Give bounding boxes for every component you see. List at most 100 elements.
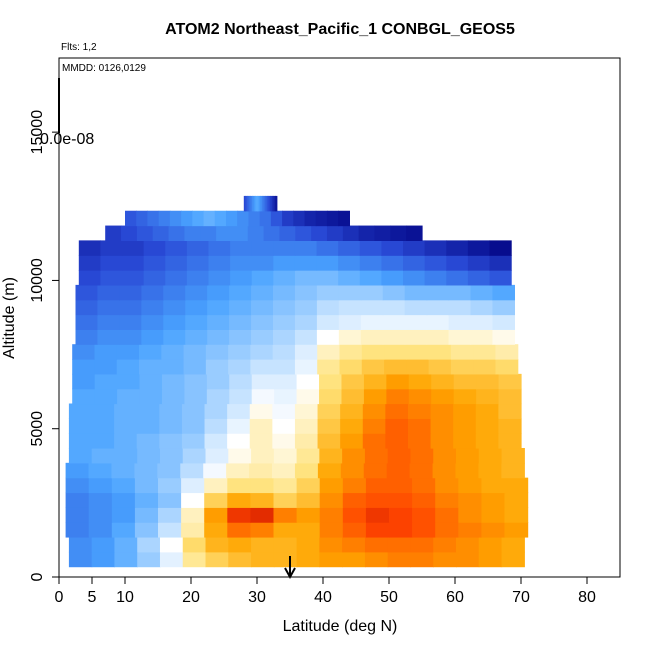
heatmap-cell (360, 314, 384, 330)
heatmap-cell (448, 314, 472, 330)
heatmap-cell (361, 344, 385, 360)
heatmap-cell (91, 551, 116, 568)
heatmap-cell (273, 284, 296, 301)
heatmap-cell (410, 551, 434, 568)
heatmap-cell (249, 418, 273, 434)
heatmap-cell (364, 447, 389, 464)
heatmap-cell (141, 299, 164, 316)
heatmap-cell (342, 225, 360, 241)
heatmap-cell (91, 447, 116, 464)
heatmap-cell (363, 462, 388, 479)
heatmap-cell (68, 418, 93, 434)
heatmap-cell (319, 447, 343, 464)
heatmap-cell (157, 462, 181, 479)
heatmap-cell (250, 359, 274, 375)
heatmap-cell (338, 314, 362, 330)
heatmap-cell (227, 403, 251, 419)
heatmap-cell (473, 359, 497, 375)
heatmap-cell (97, 284, 120, 301)
heatmap-cell (296, 388, 320, 405)
heatmap-cell (161, 388, 185, 405)
heatmap-cell (273, 314, 296, 330)
heatmap-cell (431, 373, 455, 390)
heatmap-cell (342, 492, 367, 508)
heatmap-cell (389, 492, 413, 508)
heatmap-cell (385, 418, 409, 434)
heatmap-cell (358, 225, 376, 241)
heatmap-cell (408, 373, 432, 390)
heatmap-cell (359, 240, 383, 256)
heatmap-cell (481, 507, 506, 523)
heatmap-cell (296, 373, 320, 390)
heatmap-cell (317, 418, 341, 434)
heatmap-cell (204, 522, 228, 538)
heatmap-cell (251, 373, 275, 390)
heatmap-cell (294, 403, 319, 419)
heatmap-cell (117, 373, 141, 390)
heatmap-cell (137, 551, 161, 568)
heatmap-cell (88, 477, 113, 494)
heatmap-cell (247, 225, 265, 241)
heatmap-cell (247, 195, 250, 212)
heatmap-cell (186, 255, 210, 271)
heatmap-cell (382, 329, 406, 345)
heatmap-cell (403, 240, 426, 256)
heatmap-cell (273, 507, 298, 523)
heatmap-cell (296, 492, 321, 508)
heatmap-cell (475, 433, 499, 449)
heatmap-cell (365, 522, 390, 538)
heatmap-cell (184, 373, 208, 390)
heatmap-cell (342, 551, 366, 568)
heatmap-cell (181, 477, 205, 494)
heatmap-cell (410, 447, 434, 464)
heatmap-layer (65, 195, 529, 568)
heatmap-cell (273, 255, 296, 271)
heatmap-cell (251, 255, 274, 271)
heatmap-cell (208, 255, 231, 271)
heatmap-cell (453, 403, 477, 419)
heatmap-cell (404, 284, 428, 301)
heatmap-cell (492, 299, 515, 316)
heatmap-cell (492, 284, 515, 301)
heatmap-cell (270, 195, 273, 212)
heatmap-cell (478, 462, 502, 479)
heatmap-cell (255, 195, 258, 212)
heatmap-cell (501, 447, 525, 464)
heatmap-cell (273, 240, 296, 256)
heatmap-cell (296, 507, 321, 523)
heatmap-cell (272, 359, 296, 375)
heatmap-cell (203, 462, 227, 479)
heatmap-cell (122, 240, 145, 256)
heatmap-cell (114, 536, 138, 553)
heatmap-cell (495, 359, 519, 375)
heatmap-cell (407, 433, 432, 449)
heatmap-cell (360, 284, 384, 301)
heatmap-cell (227, 477, 251, 494)
heatmap-cell (205, 359, 229, 375)
heatmap-cell (251, 240, 274, 256)
heatmap-cell (158, 477, 182, 494)
heatmap-cell (97, 314, 120, 330)
heatmap-cell (243, 195, 247, 212)
heatmap-cell (360, 299, 384, 316)
heatmap-cell (340, 403, 364, 419)
x-tick-label: 5 (88, 589, 97, 606)
heatmap-cell (134, 462, 158, 479)
heatmap-cell (227, 418, 251, 434)
heatmap-cell (68, 403, 93, 419)
heatmap-cell (338, 240, 361, 256)
heatmap-cell (248, 210, 261, 227)
heatmap-cell (134, 492, 159, 508)
heatmap-cell (185, 314, 208, 330)
heatmap-cell (467, 240, 491, 256)
heatmap-cell (251, 536, 275, 553)
heatmap-cell (453, 433, 477, 449)
heatmap-cell (139, 359, 162, 375)
heatmap-cell (251, 388, 275, 405)
heatmap-cell (296, 536, 320, 553)
heatmap-cell (136, 225, 154, 241)
heatmap-cell (319, 388, 343, 405)
heatmap-cell (455, 536, 480, 553)
x-tick-label: 10 (116, 589, 134, 606)
heatmap-cell (403, 255, 426, 271)
